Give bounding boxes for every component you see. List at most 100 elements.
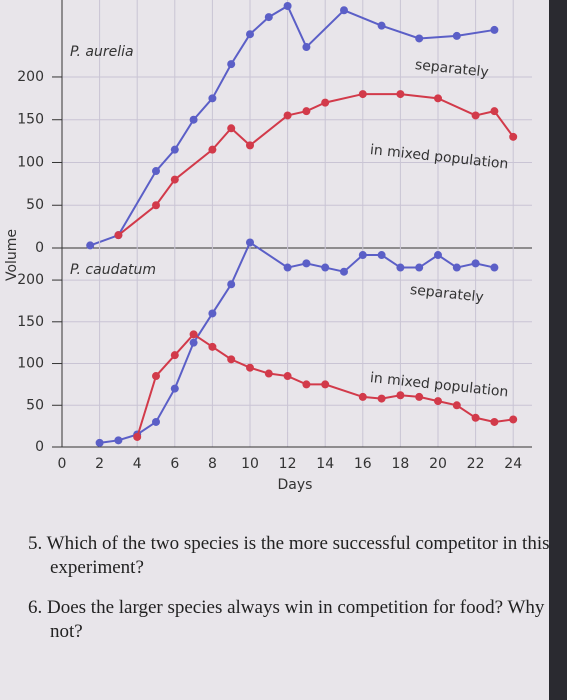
data-point [189,338,198,347]
question: 6. Does the larger species always win in… [28,597,545,642]
data-point [302,43,311,52]
page-edge [549,0,567,700]
data-point [396,391,405,400]
data-point [471,111,480,120]
data-point [302,107,311,116]
data-point [452,401,461,410]
y-tick-label: 50 [26,197,44,213]
x-tick-label: 0 [58,456,67,472]
annotation: in mixed population [369,142,509,172]
data-point [264,13,273,22]
data-point [246,30,254,39]
y-tick-label: 200 [17,272,44,288]
data-point [152,417,160,426]
data-point [170,145,179,154]
data-point [189,115,198,124]
x-tick-label: 6 [170,456,179,472]
data-point [490,417,499,426]
data-point [490,263,499,272]
chart-title: P. caudatum [70,262,156,278]
y-tick-label: 0 [35,240,44,256]
data-point [321,98,330,107]
data-point [246,363,254,372]
data-point [471,259,480,268]
data-point [434,94,442,103]
x-tick-label: 20 [429,456,447,472]
data-point [283,111,292,120]
y-tick-label: 0 [35,439,44,455]
data-point [396,90,405,99]
data-point [152,167,160,176]
data-point [227,60,236,69]
data-point [321,380,330,389]
data-point [114,436,123,445]
data-point [208,94,217,103]
data-point [396,263,405,272]
chart-title: P. aurelia [70,44,134,60]
annotation: in mixed population [369,370,509,400]
data-point [208,145,217,154]
data-point [340,267,348,276]
data-point [86,241,95,250]
data-point [415,392,424,401]
data-point [227,280,236,289]
annotation: separately [414,57,489,81]
data-point [509,415,518,424]
x-tick-label: 10 [241,456,259,472]
x-tick-label: 16 [354,456,372,472]
data-point [246,238,254,247]
y-tick-label: 100 [17,356,44,372]
data-point [321,263,330,272]
data-point [358,251,367,260]
data-point [415,263,424,272]
data-point [170,384,179,393]
data-point [434,397,442,406]
data-point [434,251,442,260]
data-point [208,342,217,351]
data-point [152,201,160,210]
x-tick-label: 22 [467,456,485,472]
series-line [99,241,495,444]
data-point [471,413,480,422]
data-point [302,259,311,268]
x-tick-label: 12 [279,456,297,472]
data-point [114,231,123,240]
x-tick-label: 14 [316,456,334,472]
y-axis-label: Volume [4,229,20,281]
y-tick-label: 150 [17,314,44,330]
x-tick-label: 24 [504,456,522,472]
data-point [283,372,292,381]
data-point [170,175,179,184]
data-point [283,1,292,10]
data-point [264,369,273,378]
x-tick-label: 8 [208,456,217,472]
series-line [89,4,495,247]
data-point [490,25,499,34]
question: 5. Which of the two species is the more … [28,533,550,578]
data-point [208,309,217,318]
data-point [415,34,424,43]
annotation: separately [409,282,484,306]
data-point [358,90,367,99]
data-point [377,21,386,30]
data-point [340,6,348,15]
data-point [302,380,311,389]
y-tick-label: 50 [26,397,44,413]
x-tick-label: 2 [95,456,104,472]
data-point [509,132,518,141]
data-point [452,31,461,40]
x-tick-label: 18 [391,456,409,472]
data-point [452,263,461,272]
data-point [490,107,499,116]
y-tick-label: 150 [17,112,44,128]
data-point [246,141,254,150]
data-point [283,263,292,272]
data-point [377,394,386,403]
data-point [377,251,386,260]
y-tick-label: 100 [17,154,44,170]
data-point [189,330,198,339]
data-point [227,355,236,364]
y-tick-label: 200 [17,69,44,85]
